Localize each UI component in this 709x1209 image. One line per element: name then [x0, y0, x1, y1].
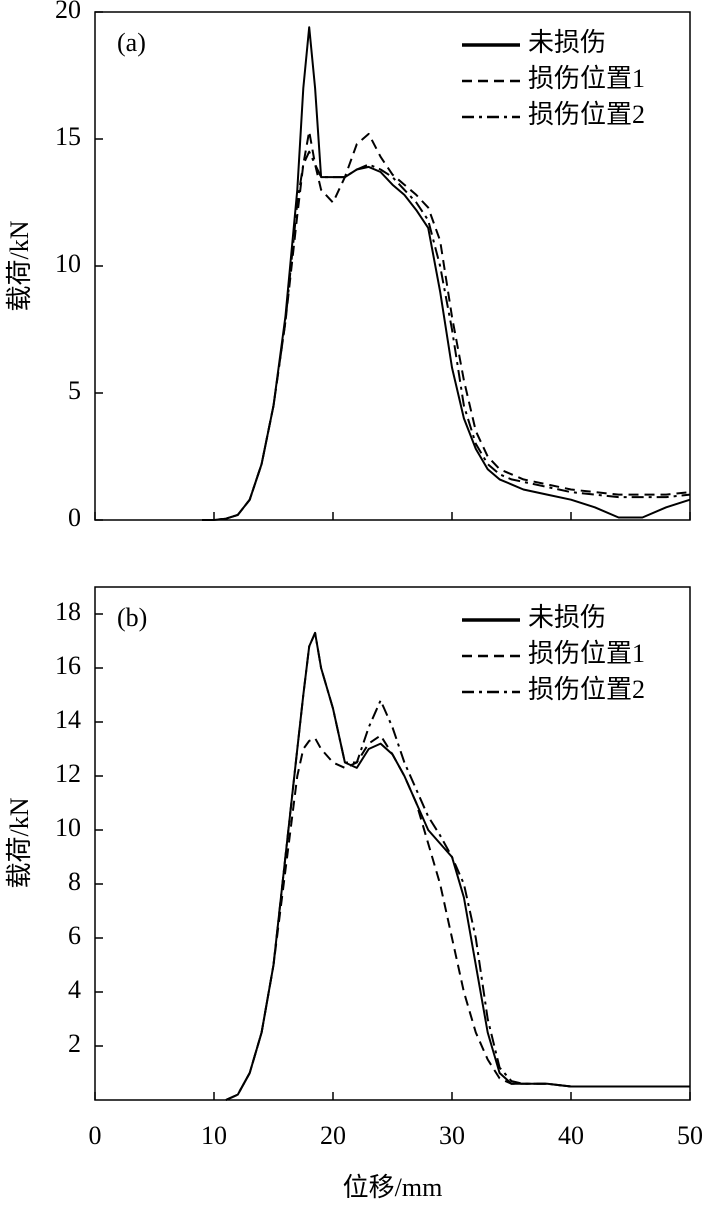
y-axis-label: 载荷/kN: [5, 797, 34, 888]
y-tick-label: 2: [68, 1029, 81, 1058]
panel-label: (b): [117, 603, 147, 632]
legend-label: 损伤位置1: [528, 64, 645, 93]
legend-label: 损伤位置1: [528, 639, 645, 668]
y-axis-label: 载荷/kN: [5, 220, 34, 311]
legend-label: 未损伤: [528, 28, 606, 57]
legend-label: 损伤位置2: [528, 100, 645, 129]
data-line: [202, 150, 691, 521]
y-tick-label: 8: [68, 867, 81, 896]
x-tick-label: 30: [439, 1121, 465, 1150]
y-tick-label: 15: [55, 122, 81, 151]
x-tick-label: 20: [320, 1121, 346, 1150]
y-tick-label: 16: [55, 651, 81, 680]
y-tick-label: 12: [55, 759, 81, 788]
plot-frame: [94, 586, 691, 1101]
y-tick-label: 14: [55, 705, 81, 734]
panel-label: (a): [117, 28, 146, 57]
y-tick-label: 18: [55, 597, 81, 626]
data-line: [225, 631, 690, 1101]
x-tick-label: 0: [89, 1121, 102, 1150]
legend-label: 未损伤: [528, 603, 606, 632]
y-tick-label: 10: [55, 813, 81, 842]
y-tick-label: 10: [55, 249, 81, 278]
data-line: [225, 734, 690, 1101]
x-tick-label: 10: [201, 1121, 227, 1150]
x-tick-label: 50: [677, 1121, 703, 1150]
y-tick-label: 6: [68, 921, 81, 950]
y-tick-label: 20: [55, 0, 81, 24]
legend-label: 损伤位置2: [528, 675, 645, 704]
x-tick-label: 40: [558, 1121, 584, 1150]
y-tick-label: 5: [68, 376, 81, 405]
x-axis-label: 位移/mm: [343, 1173, 443, 1202]
y-tick-label: 4: [68, 975, 81, 1004]
y-tick-label: 0: [68, 503, 81, 532]
